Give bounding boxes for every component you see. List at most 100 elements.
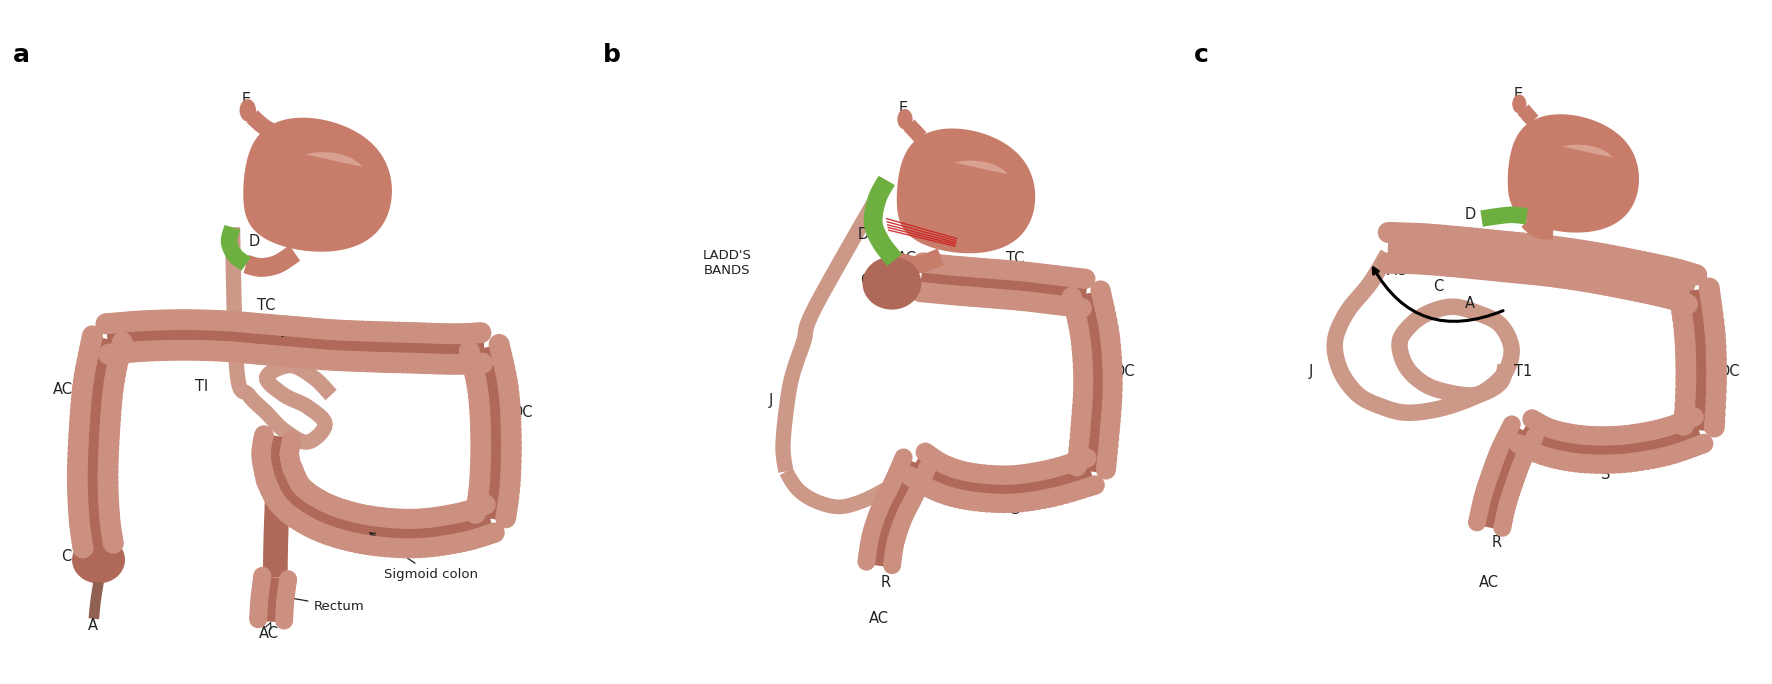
Circle shape [948, 460, 966, 478]
Circle shape [411, 539, 429, 557]
Circle shape [966, 464, 983, 482]
Circle shape [976, 465, 994, 483]
Circle shape [253, 430, 273, 449]
Circle shape [434, 506, 454, 525]
Circle shape [129, 342, 149, 361]
Polygon shape [1517, 417, 1703, 464]
Circle shape [1030, 462, 1047, 481]
Circle shape [1037, 294, 1056, 313]
Polygon shape [863, 256, 921, 310]
Circle shape [280, 447, 298, 464]
Circle shape [1104, 362, 1122, 380]
Polygon shape [1476, 425, 1535, 530]
Circle shape [346, 503, 365, 522]
Circle shape [1706, 343, 1726, 363]
Circle shape [1597, 276, 1616, 295]
Circle shape [1648, 421, 1666, 438]
Circle shape [1657, 288, 1676, 308]
Circle shape [282, 452, 299, 470]
Circle shape [1014, 262, 1033, 281]
Circle shape [1639, 253, 1659, 272]
Circle shape [250, 598, 268, 616]
Circle shape [195, 341, 214, 360]
Circle shape [1685, 408, 1703, 426]
Circle shape [1100, 429, 1118, 448]
Circle shape [952, 490, 971, 508]
Circle shape [884, 549, 902, 566]
Circle shape [1492, 231, 1512, 250]
Circle shape [282, 436, 299, 455]
Circle shape [110, 343, 129, 363]
Circle shape [500, 488, 519, 507]
Circle shape [276, 603, 292, 620]
Circle shape [1494, 519, 1512, 536]
Circle shape [952, 256, 969, 276]
Circle shape [97, 478, 119, 498]
Circle shape [1072, 299, 1092, 317]
Circle shape [468, 381, 487, 401]
Circle shape [1644, 254, 1664, 274]
Text: E: E [241, 92, 250, 107]
Circle shape [305, 520, 323, 539]
Circle shape [310, 350, 331, 369]
Circle shape [897, 507, 913, 523]
Circle shape [900, 501, 916, 518]
Circle shape [1001, 466, 1019, 484]
Circle shape [1022, 263, 1042, 282]
Circle shape [501, 438, 521, 458]
Circle shape [1675, 315, 1694, 335]
Circle shape [99, 433, 119, 453]
Circle shape [1069, 298, 1088, 317]
Circle shape [67, 485, 87, 504]
Circle shape [464, 324, 484, 343]
Circle shape [67, 468, 87, 487]
Circle shape [450, 534, 468, 552]
Circle shape [1074, 368, 1093, 387]
Circle shape [416, 538, 436, 557]
Circle shape [113, 332, 133, 352]
Circle shape [1435, 226, 1455, 245]
Circle shape [434, 536, 452, 555]
Circle shape [269, 315, 289, 335]
Circle shape [1380, 223, 1400, 242]
Circle shape [1056, 485, 1074, 503]
Circle shape [1597, 244, 1616, 264]
Circle shape [865, 517, 882, 534]
Circle shape [471, 432, 491, 452]
Circle shape [1476, 483, 1492, 499]
Circle shape [1072, 414, 1090, 433]
Circle shape [1072, 397, 1092, 415]
Circle shape [1407, 254, 1426, 274]
Circle shape [1524, 443, 1542, 460]
Circle shape [296, 516, 315, 535]
Circle shape [1522, 435, 1540, 451]
Polygon shape [1563, 145, 1613, 157]
Circle shape [376, 508, 393, 527]
Circle shape [1102, 349, 1122, 368]
Circle shape [1453, 258, 1473, 278]
Circle shape [103, 526, 122, 545]
Circle shape [962, 463, 980, 482]
Circle shape [1675, 403, 1694, 422]
Circle shape [383, 353, 402, 372]
Circle shape [936, 285, 955, 304]
Circle shape [328, 497, 346, 516]
Circle shape [1099, 436, 1118, 455]
Circle shape [459, 324, 478, 343]
Circle shape [103, 392, 122, 412]
Circle shape [276, 609, 292, 627]
Circle shape [206, 311, 225, 330]
Circle shape [1501, 490, 1517, 507]
Circle shape [190, 310, 209, 330]
Circle shape [1566, 425, 1584, 443]
Circle shape [250, 345, 269, 364]
Circle shape [1104, 380, 1122, 399]
Circle shape [1549, 237, 1568, 256]
Polygon shape [243, 118, 392, 252]
Circle shape [232, 343, 252, 363]
Circle shape [1519, 440, 1536, 458]
Circle shape [888, 531, 905, 547]
Circle shape [225, 312, 246, 331]
Circle shape [245, 344, 264, 364]
Circle shape [257, 315, 276, 334]
